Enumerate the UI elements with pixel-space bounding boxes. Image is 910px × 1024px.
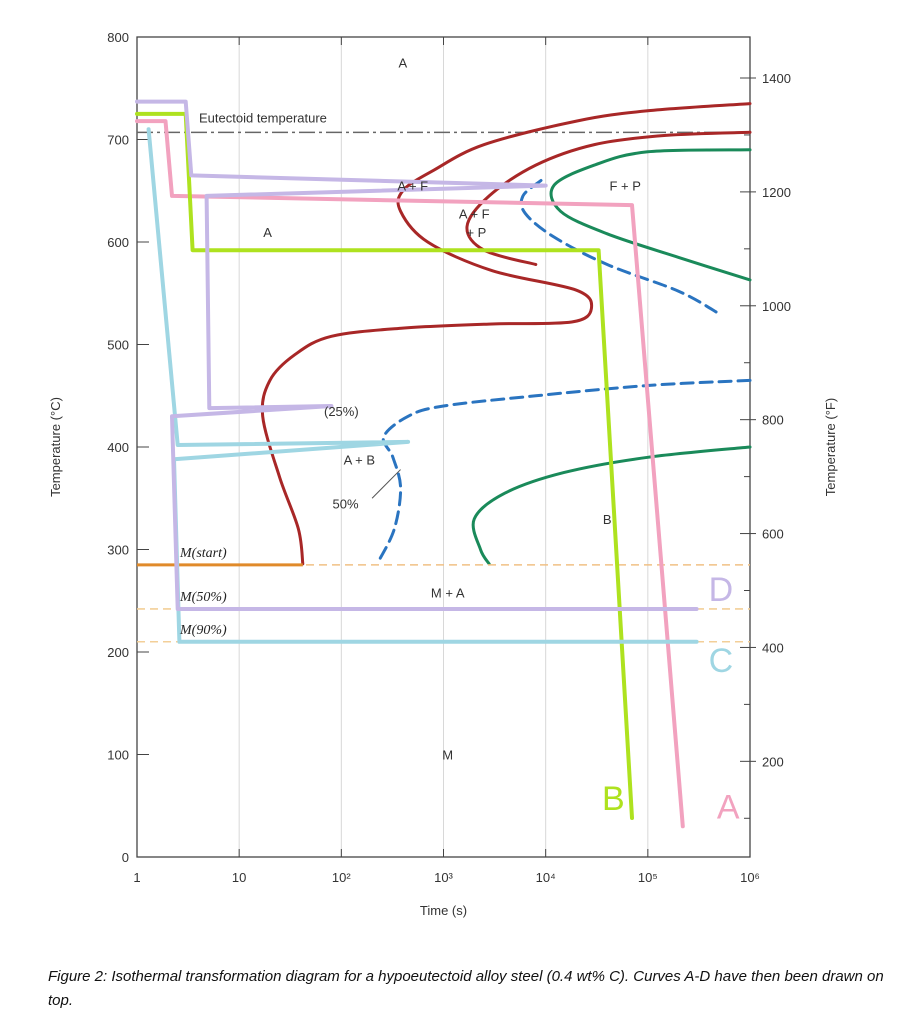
- y-tick-label: 200: [107, 645, 129, 660]
- figure-caption: Figure 2: Isothermal transformation diag…: [48, 968, 884, 1009]
- region-label: F + P: [609, 179, 640, 194]
- path-label-C: C: [709, 642, 734, 680]
- y-tick-label: 0: [122, 850, 129, 865]
- path-label-D: D: [709, 571, 734, 609]
- y-tick-label: 800: [107, 30, 129, 45]
- y2-tick-label: 800: [762, 413, 784, 428]
- y2-axis-title: Temperature (°F): [823, 398, 838, 496]
- ttt-curve-finish-low: [471, 445, 752, 566]
- martensite-label: M(50%): [179, 590, 227, 605]
- region-label: A: [263, 225, 272, 240]
- grid-layer: [136, 37, 751, 857]
- path-layer: [135, 99, 699, 829]
- path-label-A: A: [717, 788, 740, 826]
- y2-tick-label: 1000: [762, 299, 791, 314]
- region-label: (25%): [324, 404, 359, 419]
- cooling-path-D: [135, 99, 699, 611]
- y-tick-label: 700: [107, 133, 129, 148]
- y-tick-label: 400: [107, 440, 129, 455]
- x-tick-label: 10⁴: [536, 870, 556, 885]
- region-label: A + F: [397, 179, 428, 194]
- region-label: M + A: [431, 586, 465, 601]
- x-tick-label: 10²: [332, 870, 351, 885]
- y2-tick-label: 1200: [762, 185, 791, 200]
- x-tick-label: 10⁶: [740, 870, 760, 885]
- region-label: B: [603, 512, 612, 527]
- region-label: + P: [466, 225, 486, 240]
- region-label: A + F: [459, 206, 490, 221]
- y-axis-title: Temperature (°C): [48, 397, 63, 497]
- annotation-arrow: [371, 469, 401, 499]
- y2-tick-label: 600: [762, 527, 784, 542]
- y-tick-label: 100: [107, 748, 129, 763]
- y2-tick-label: 200: [762, 754, 784, 769]
- x-tick-label: 10⁵: [638, 870, 658, 885]
- x-tick-label: 10: [232, 870, 246, 885]
- martensite-label: M(90%): [179, 623, 227, 638]
- cooling-path-C: [146, 127, 699, 644]
- path-label-B: B: [602, 780, 625, 818]
- region-label: A + B: [344, 452, 375, 467]
- y-tick-label: 300: [107, 543, 129, 558]
- ttt-curve-50%: [519, 179, 721, 316]
- ttt-chart: 1 10 10² 10³ 10⁴ 10⁵ 10⁶ 0 100 200 300 400 500 600 700…: [48, 30, 838, 918]
- cooling-path-A: [135, 119, 685, 829]
- y-tick-label: 600: [107, 235, 129, 250]
- cooling-path-B: [135, 111, 634, 820]
- ttt-curve-50%-low: [376, 378, 752, 564]
- martensite-label: M(start): [179, 546, 227, 561]
- ttt-curve-ferrite-end: [465, 130, 752, 266]
- x-axis-title: Time (s): [420, 903, 467, 918]
- frame-layer: 1 10 10² 10³ 10⁴ 10⁵ 10⁶ 0 100 200 300 400 500 600 700…: [48, 30, 838, 918]
- x-tick-label: 10³: [434, 870, 453, 885]
- eutectoid-label: Eutectoid temperature: [199, 110, 327, 125]
- label-layer: Eutectoid temperature M(start) M(50%) M(90%…: [179, 56, 740, 827]
- y2-tick-label: 400: [762, 640, 784, 655]
- region-label: M: [442, 748, 453, 763]
- ttt-curve-start: [260, 102, 752, 566]
- y2-tick-label: 1400: [762, 71, 791, 86]
- y-tick-label: 500: [107, 338, 129, 353]
- region-label: 50%: [333, 496, 359, 511]
- ttt-curve-finish: [549, 148, 752, 282]
- region-label: A: [399, 56, 408, 71]
- x-tick-label: 1: [133, 870, 140, 885]
